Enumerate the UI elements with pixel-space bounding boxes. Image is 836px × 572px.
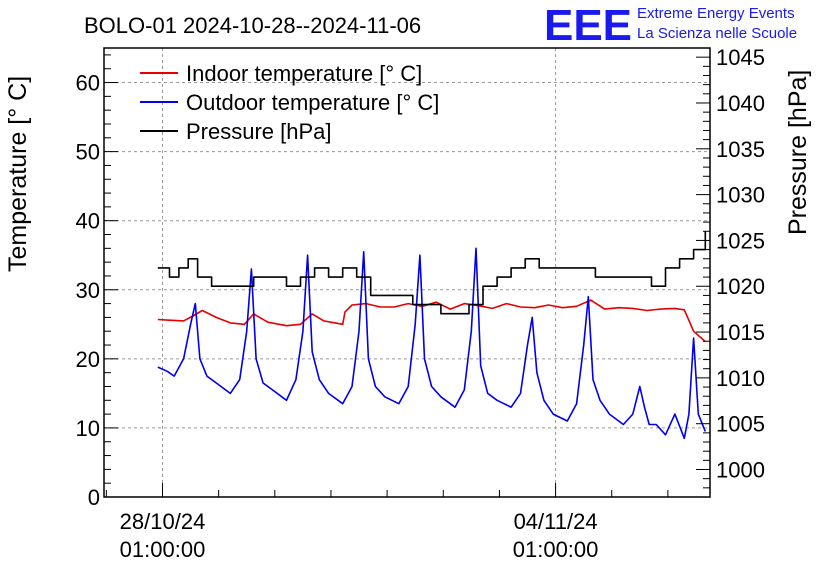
y2-tick-label: 1020 <box>716 274 765 299</box>
series-line-2 <box>157 231 707 315</box>
eee-logo-line1: Extreme Energy Events <box>637 5 795 22</box>
x-tick-label-time: 01:00:00 <box>120 537 206 562</box>
y2-tick-label: 1000 <box>716 458 765 483</box>
y2-tick-label: 1005 <box>716 412 765 437</box>
x-tick-label-date: 04/11/24 <box>514 509 598 534</box>
y-tick-label: 20 <box>76 347 100 372</box>
y2-tick-label: 1045 <box>716 45 765 70</box>
y-tick-label: 30 <box>76 278 100 303</box>
legend: Indoor temperature [° C] Outdoor temperat… <box>140 61 439 144</box>
legend-label-2: Pressure [hPa] <box>186 119 332 144</box>
y2-axis-title: Pressure [hPa] <box>784 70 812 235</box>
series-line-1 <box>157 247 707 440</box>
y-tick-label: 40 <box>76 209 100 234</box>
y-tick-label: 0 <box>88 485 100 510</box>
legend-label-1: Outdoor temperature [° C] <box>186 90 439 115</box>
y2-tick-label: 1010 <box>716 366 765 391</box>
y-tick-label: 10 <box>76 416 100 441</box>
series-group <box>157 231 707 440</box>
y2-tick-label: 1030 <box>716 183 765 208</box>
y-axis-title: Temperature [° C] <box>4 76 32 272</box>
x-tick-label-date: 28/10/24 <box>120 509 206 534</box>
y2-tick-label: 1035 <box>716 137 765 162</box>
plot-frame <box>103 47 711 498</box>
y2-tick-label: 1040 <box>716 91 765 116</box>
chart-title: BOLO-01 2024-10-28--2024-11-06 <box>84 13 421 38</box>
y2-tick-label: 1015 <box>716 320 765 345</box>
y-tick-label: 60 <box>76 71 100 96</box>
legend-label-0: Indoor temperature [° C] <box>186 61 422 86</box>
y-tick-label: 50 <box>76 140 100 165</box>
eee-logo-mark: EEE <box>544 1 632 50</box>
y2-tick-label: 1025 <box>716 228 765 253</box>
axes: 0102030405060100010051010101510201025103… <box>76 45 765 562</box>
x-tick-label-time: 01:00:00 <box>513 537 599 562</box>
eee-logo-line2: La Scienza nelle Scuole <box>637 25 797 42</box>
eee-logo: EEE Extreme Energy Events La Scienza nel… <box>544 1 797 50</box>
series-line-0 <box>157 299 706 343</box>
gridlines <box>104 48 710 497</box>
